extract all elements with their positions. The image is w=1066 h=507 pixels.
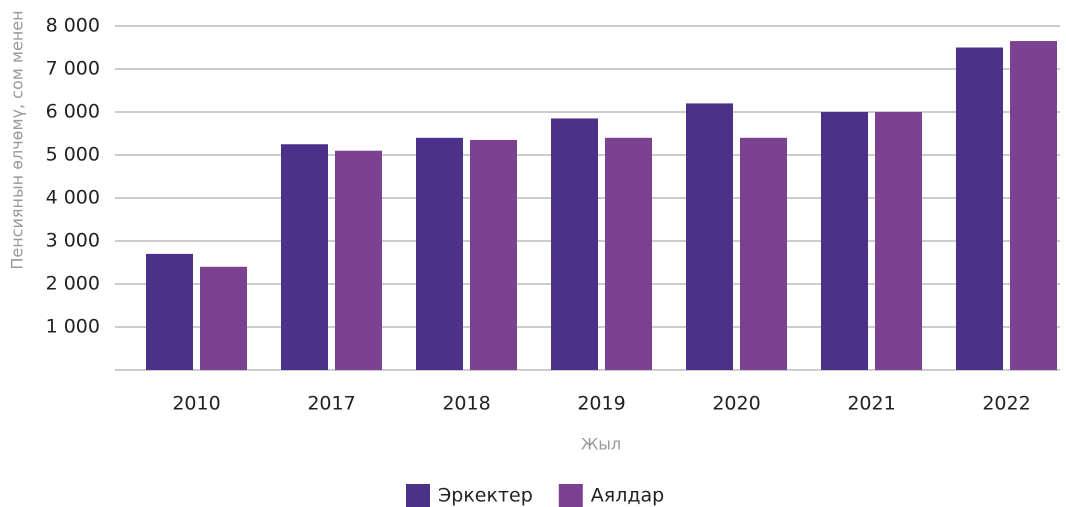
y-tick-label: 3 000 (46, 230, 100, 252)
y-tick-label: 7 000 (46, 58, 100, 80)
x-tick-label: 2022 (982, 393, 1030, 415)
bar (416, 137, 463, 370)
legend-label: Аялдар (591, 485, 664, 507)
x-tick-label: 2010 (172, 393, 220, 415)
legend-label: Эркектер (438, 485, 533, 507)
y-tick-label: 2 000 (46, 273, 100, 295)
x-tick-label: 2018 (442, 393, 490, 415)
x-axis-label: Жыл (581, 435, 621, 454)
y-axis-label: Пенсиянын өлчөмү, сом менен (8, 10, 27, 269)
bar (605, 137, 652, 370)
bar (470, 139, 517, 370)
bar (1010, 41, 1057, 371)
x-tick-label: 2021 (847, 393, 895, 415)
x-tick-label: 2020 (712, 393, 760, 415)
y-tick-label: 6 000 (46, 101, 100, 123)
bar (551, 118, 598, 370)
y-tick-label: 8 000 (46, 15, 100, 37)
bar (956, 47, 1003, 370)
x-tick-label: 2017 (307, 393, 355, 415)
y-tick-label: 1 000 (46, 316, 100, 338)
bar (200, 266, 247, 370)
bar (335, 150, 382, 370)
bar (740, 137, 787, 370)
bar (821, 112, 868, 370)
x-tick-label: 2019 (577, 393, 625, 415)
y-tick-label: 4 000 (46, 187, 100, 209)
legend-swatch (558, 484, 583, 507)
bar (146, 253, 193, 370)
legend-swatch (406, 484, 430, 507)
y-tick-label: 5 000 (46, 144, 100, 166)
bar (281, 144, 328, 370)
bar (875, 112, 922, 370)
bar (686, 103, 733, 371)
